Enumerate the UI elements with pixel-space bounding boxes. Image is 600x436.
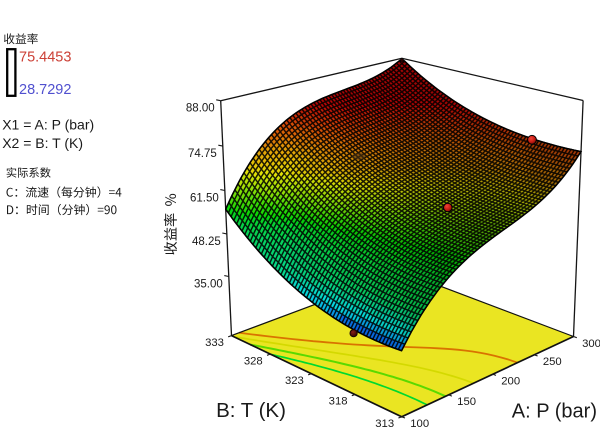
svg-text:75.4453: 75.4453 — [19, 50, 71, 66]
svg-text:300: 300 — [582, 338, 600, 350]
svg-text:88.00: 88.00 — [186, 103, 215, 115]
svg-text:200: 200 — [501, 376, 520, 388]
svg-text:X2 = B: T (K): X2 = B: T (K) — [2, 135, 83, 151]
svg-text:333: 333 — [205, 337, 224, 349]
svg-text:100: 100 — [410, 418, 429, 430]
svg-text:28.7292: 28.7292 — [19, 82, 71, 98]
svg-text:B: T (K): B: T (K) — [216, 399, 286, 422]
svg-text:313: 313 — [375, 418, 394, 430]
svg-text:61.50: 61.50 — [190, 192, 219, 204]
svg-text:48.25: 48.25 — [192, 236, 221, 248]
svg-text:150: 150 — [457, 396, 476, 408]
svg-text:A: P (bar): A: P (bar) — [512, 400, 597, 422]
svg-text:323: 323 — [285, 375, 304, 387]
svg-text:74.75: 74.75 — [188, 148, 217, 160]
svg-text:328: 328 — [244, 355, 263, 367]
svg-text:250: 250 — [543, 356, 562, 368]
svg-text:35.00: 35.00 — [194, 278, 223, 290]
svg-text:X1 = A: P (bar): X1 = A: P (bar) — [2, 117, 94, 133]
svg-text:318: 318 — [329, 396, 348, 408]
